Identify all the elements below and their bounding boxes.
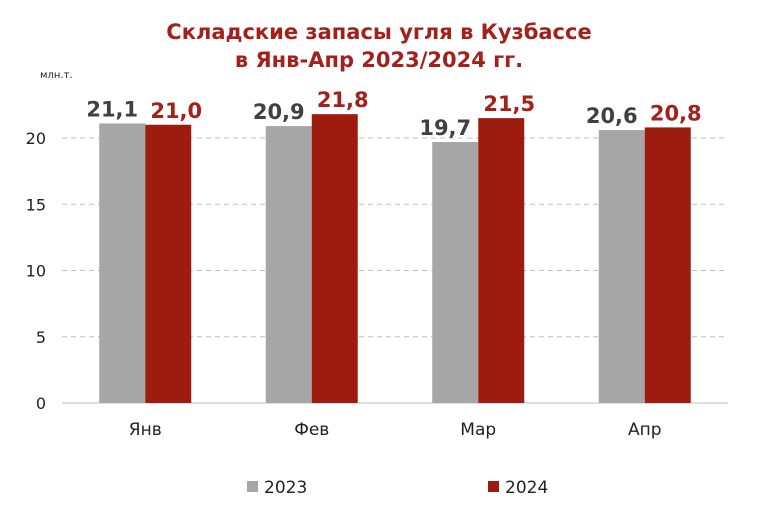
- legend-swatch-2023: [247, 480, 258, 492]
- data-label-2023-2: 20,9: [253, 100, 305, 124]
- bar-2023-1: [99, 123, 146, 404]
- data-label-2023-3: 19,7: [419, 116, 471, 140]
- bar-2023-3: [432, 141, 479, 403]
- y-tick-label: 15: [26, 195, 46, 214]
- chart-title: Складские запасы угля в Кузбассе в Янв-А…: [0, 18, 758, 74]
- y-tick-label: 0: [36, 394, 46, 413]
- data-label-2023-4: 20,6: [586, 104, 638, 128]
- x-tick-label: Апр: [628, 420, 662, 440]
- data-label-2024-2: 21,8: [317, 88, 369, 112]
- x-tick-label: Мар: [460, 420, 496, 440]
- legend-item-2023: 2023: [247, 478, 307, 498]
- legend-label-2024: 2024: [505, 478, 549, 498]
- data-label-2023-1: 21,1: [86, 97, 138, 121]
- bar-2024-1: [145, 124, 192, 403]
- unit-label: млн.т.: [40, 70, 73, 81]
- bar-2024-3: [478, 118, 525, 403]
- x-tick-label: Янв: [129, 420, 162, 440]
- bar-2024-4: [644, 127, 691, 404]
- chart-title-line1: Складские запасы угля в Кузбассе: [166, 20, 592, 44]
- y-tick-label: 10: [26, 262, 46, 281]
- bar-2023-2: [265, 126, 312, 403]
- bar-2023-4: [598, 130, 645, 404]
- data-label-2024-3: 21,5: [483, 92, 535, 116]
- bar-2024-2: [311, 114, 358, 404]
- y-tick-label: 20: [26, 129, 46, 148]
- legend-item-2024: 2024: [488, 478, 548, 498]
- data-label-2024-1: 21,0: [150, 99, 202, 123]
- legend-label-2023: 2023: [264, 478, 308, 498]
- legend-swatch-2024: [488, 480, 499, 492]
- chart-title-line2: в Янв-Апр 2023/2024 гг.: [234, 48, 524, 72]
- x-tick-label: Фев: [294, 420, 329, 440]
- y-tick-label: 5: [36, 328, 46, 347]
- data-label-2024-4: 20,8: [650, 101, 702, 125]
